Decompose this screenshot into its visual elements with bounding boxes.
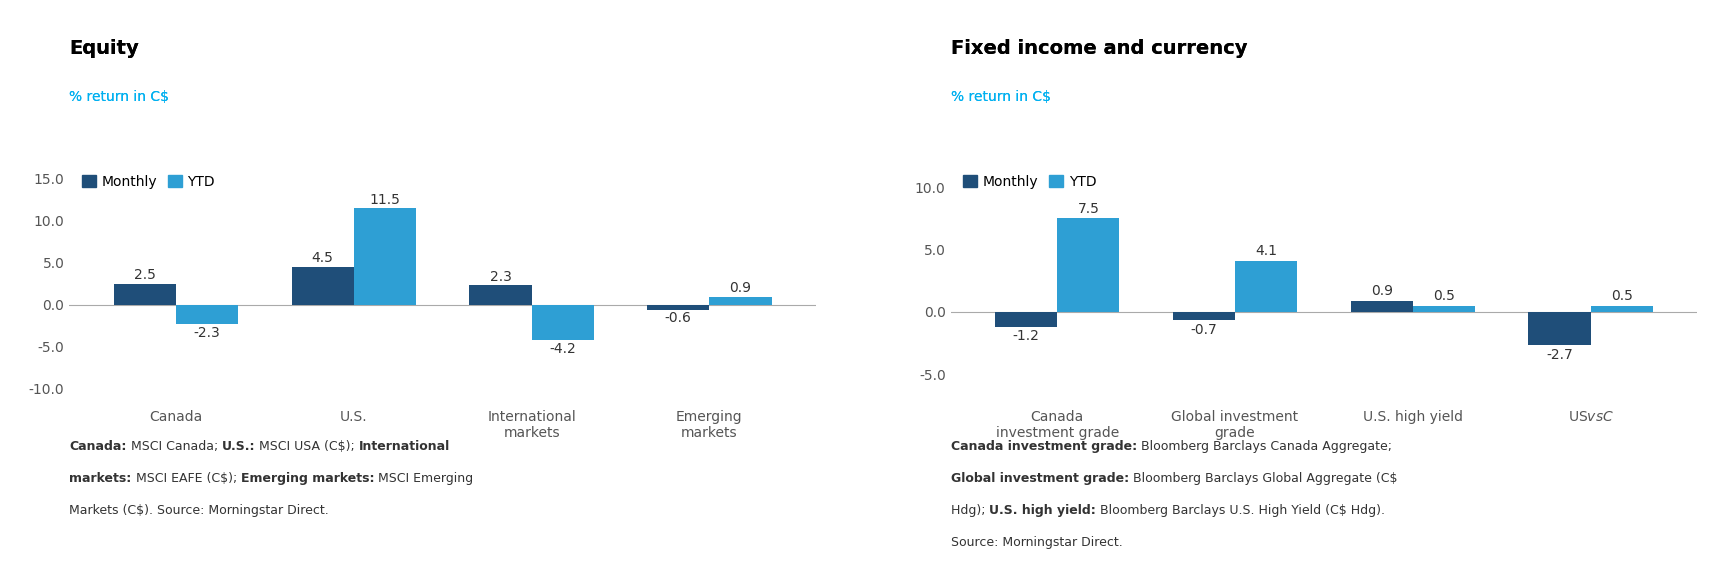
Text: Hdg);: Hdg);: [951, 504, 989, 516]
Text: -0.7: -0.7: [1190, 323, 1218, 337]
Bar: [177, 305, 239, 324]
Text: Bloomberg Barclays Canada Aggregate;: Bloomberg Barclays Canada Aggregate;: [1136, 440, 1391, 453]
Text: 7.5: 7.5: [1077, 201, 1100, 216]
Text: Fixed income and currency: Fixed income and currency: [951, 39, 1247, 58]
Text: -0.6: -0.6: [665, 312, 691, 325]
Text: -1.2: -1.2: [1013, 329, 1039, 343]
Bar: [469, 285, 532, 305]
Text: % return in C$: % return in C$: [951, 90, 1051, 104]
Text: 0.9: 0.9: [1370, 284, 1393, 298]
Text: 11.5: 11.5: [369, 193, 400, 207]
Text: MSCI Canada;: MSCI Canada;: [126, 440, 222, 453]
Text: 0.5: 0.5: [1432, 289, 1455, 303]
Text: Canada investment grade:: Canada investment grade:: [951, 440, 1136, 453]
Bar: [1057, 218, 1119, 312]
Text: % return in C$: % return in C$: [69, 90, 170, 104]
Bar: [291, 267, 353, 305]
Legend: Monthly, YTD: Monthly, YTD: [76, 169, 220, 194]
Bar: [1528, 312, 1590, 346]
Text: Bloomberg Barclays Global Aggregate (C$: Bloomberg Barclays Global Aggregate (C$: [1129, 472, 1398, 485]
Text: Equity: Equity: [69, 39, 139, 58]
Text: Bloomberg Barclays U.S. High Yield (C$ Hdg).: Bloomberg Barclays U.S. High Yield (C$ H…: [1096, 504, 1386, 516]
Bar: [353, 208, 416, 305]
Legend: Monthly, YTD: Monthly, YTD: [958, 169, 1102, 194]
Bar: [994, 312, 1057, 327]
Bar: [1351, 301, 1413, 312]
Text: Equity: Equity: [69, 39, 139, 58]
Text: Global investment grade:: Global investment grade:: [951, 472, 1129, 485]
Bar: [710, 297, 772, 305]
Text: MSCI USA (C$);: MSCI USA (C$);: [255, 440, 359, 453]
Bar: [1235, 261, 1297, 312]
Text: markets:: markets:: [69, 472, 132, 485]
Text: 2.5: 2.5: [133, 268, 156, 282]
Text: Fixed income and currency: Fixed income and currency: [951, 39, 1247, 58]
Bar: [648, 305, 710, 310]
Bar: [532, 305, 594, 340]
Text: U.S. high yield:: U.S. high yield:: [989, 504, 1096, 516]
Text: Source: Morningstar Direct.: Source: Morningstar Direct.: [951, 536, 1122, 548]
Text: -2.3: -2.3: [194, 325, 220, 340]
Text: MSCI Emerging: MSCI Emerging: [374, 472, 473, 485]
Text: Markets (C$). Source: Morningstar Direct.: Markets (C$). Source: Morningstar Direct…: [69, 504, 329, 516]
Bar: [1173, 312, 1235, 321]
Text: Canada:: Canada:: [69, 440, 126, 453]
Text: Emerging markets:: Emerging markets:: [241, 472, 374, 485]
Text: 2.3: 2.3: [490, 270, 511, 284]
Bar: [1413, 306, 1476, 312]
Text: % return in C$: % return in C$: [951, 90, 1051, 104]
Text: 4.5: 4.5: [312, 251, 334, 265]
Bar: [1590, 306, 1652, 312]
Text: U.S.:: U.S.:: [222, 440, 255, 453]
Text: -4.2: -4.2: [549, 342, 577, 356]
Text: MSCI EAFE (C$);: MSCI EAFE (C$);: [132, 472, 241, 485]
Text: % return in C$: % return in C$: [69, 90, 170, 104]
Bar: [114, 284, 177, 305]
Text: -2.7: -2.7: [1547, 348, 1573, 362]
Text: International: International: [359, 440, 450, 453]
Text: 4.1: 4.1: [1256, 244, 1276, 258]
Text: 0.9: 0.9: [729, 281, 752, 295]
Text: 0.5: 0.5: [1611, 289, 1633, 303]
